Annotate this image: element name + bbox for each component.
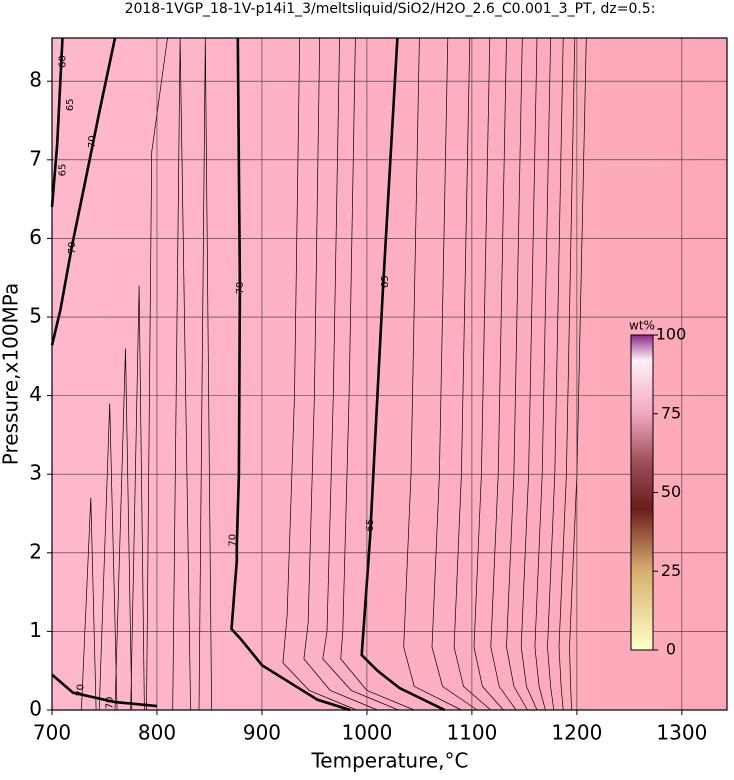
contour-line	[230, 37, 351, 712]
x-tick-label: 1300	[656, 721, 707, 745]
contour-label: 70	[105, 697, 116, 710]
contour-line	[506, 37, 528, 711]
y-tick-label: 6	[29, 225, 42, 249]
contour-line	[490, 37, 517, 711]
contour-label: 65	[65, 98, 76, 111]
colorbar-tick-label: 0	[666, 640, 676, 659]
contour-line	[130, 285, 145, 711]
contour-label: 70	[67, 241, 78, 254]
contour-line	[520, 37, 538, 711]
y-tick-label: 8	[29, 68, 42, 92]
x-tick-label: 700	[33, 721, 71, 745]
contour-label: 70	[75, 684, 86, 697]
colorbar-tick-label: 75	[661, 403, 681, 422]
y-axis-label: Pressure,x100MPa	[0, 283, 23, 465]
y-tick-label: 7	[29, 146, 42, 170]
x-axis-label: Temperature,°C	[310, 749, 468, 773]
contour-line	[453, 37, 492, 711]
contour-line	[114, 348, 133, 711]
colorbar-tick-label: 25	[661, 561, 681, 580]
contour-line	[303, 37, 378, 711]
contour-label: 70	[235, 282, 246, 295]
contour-line	[558, 37, 576, 711]
colorbar	[630, 334, 654, 651]
contour-line	[403, 37, 462, 711]
contour-line	[50, 37, 117, 346]
contour-line	[360, 37, 446, 712]
contour-line	[98, 403, 118, 711]
x-tick-label: 800	[138, 721, 176, 745]
contour-line	[51, 673, 158, 708]
x-tick-label: 1000	[341, 721, 392, 745]
contour-line	[50, 37, 64, 208]
contour-line	[81, 497, 97, 711]
x-tick-label: 1200	[551, 721, 602, 745]
contour-label: 70	[228, 534, 239, 547]
y-tick-label: 1	[29, 618, 42, 642]
contour-line	[547, 37, 564, 711]
y-tick-label: 5	[29, 304, 42, 328]
plot-frame	[51, 37, 728, 711]
contour-line	[146, 37, 168, 711]
contour-line	[322, 37, 399, 711]
contour-line	[282, 37, 357, 711]
x-tick-label: 900	[243, 721, 281, 745]
colorbar-label: wt%	[629, 319, 655, 333]
contour-label: 65	[365, 519, 376, 532]
colorbar-tick-label: 50	[661, 482, 681, 501]
contour-line	[473, 37, 504, 711]
y-tick-label: 3	[29, 461, 42, 485]
contour-line	[569, 37, 587, 711]
colorbar-tick-label: 100	[656, 325, 687, 344]
contour-line	[431, 37, 478, 711]
contour-label: 65	[380, 275, 391, 288]
contour-line	[340, 37, 415, 711]
y-tick-label: 0	[29, 697, 42, 721]
x-tick-label: 1100	[446, 721, 497, 745]
y-tick-label: 2	[29, 539, 42, 563]
contour-line	[534, 37, 551, 711]
contour-label: 65	[57, 164, 68, 177]
contour-label: 60	[57, 55, 68, 68]
chart-title: 2018-1VGP_18-1V-p14i1_3/meltsliquid/SiO2…	[125, 1, 656, 17]
contour-label: 70	[87, 135, 98, 148]
plot-area	[52, 38, 727, 710]
y-tick-label: 4	[29, 382, 42, 406]
